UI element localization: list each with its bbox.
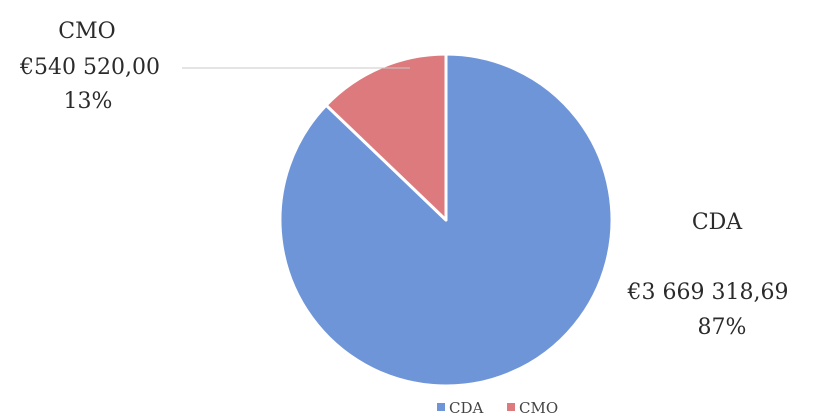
legend-label-cmo: CMO [519,399,558,417]
cmo-percent-label: 13% [64,89,113,114]
legend-swatch-cmo [507,403,515,411]
cda-value-label: €3 669 318,69 [627,280,789,305]
legend: CDA CMO [437,399,558,417]
cda-percent-label: 87% [698,315,747,340]
legend-swatch-cda [437,403,445,411]
cmo-name-label: CMO [58,19,115,44]
pie-slice-cmo [324,52,448,222]
cda-name-label: CDA [692,210,743,235]
cmo-value-label: €540 520,00 [19,55,160,80]
pie-slices [278,52,614,388]
legend-label-cda: CDA [449,399,484,417]
